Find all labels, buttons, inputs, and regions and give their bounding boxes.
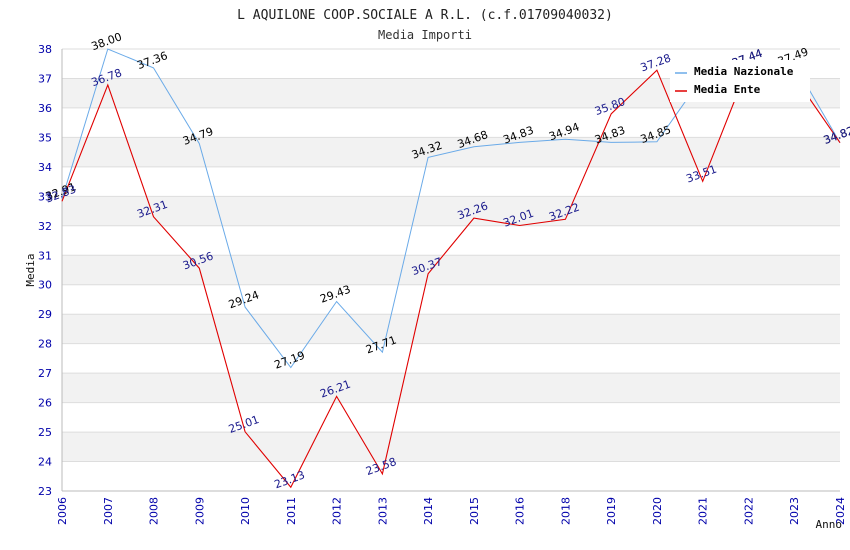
legend-label-media-nazionale: Media Nazionale — [694, 65, 794, 78]
y-tick-label: 37 — [38, 72, 52, 85]
x-tick-label: 2015 — [468, 497, 481, 525]
x-tick-label: 2018 — [559, 497, 572, 525]
y-tick-label: 34 — [38, 161, 52, 174]
data-label-media-nazionale: 29.24 — [227, 288, 261, 311]
grid-band — [62, 373, 840, 403]
y-tick-label: 30 — [38, 279, 52, 292]
x-tick-label: 2010 — [239, 497, 252, 525]
series-line-media-ente — [61, 64, 841, 489]
x-tick-label: 2009 — [193, 497, 206, 525]
legend-box — [670, 60, 810, 102]
legend-label-media-ente: Media Ente — [694, 83, 761, 96]
y-tick-label: 32 — [38, 220, 52, 233]
x-tick-label: 2019 — [605, 497, 618, 525]
y-tick-labels: 23 24 25 26 27 28 29 30 31 32 33 34 35 36 37 38 — [38, 43, 52, 498]
x-axis-label: Anno — [816, 518, 843, 531]
chart-subtitle: Media Importi — [378, 28, 472, 42]
data-label-media-nazionale: 29.43 — [318, 283, 352, 306]
grid-band — [62, 196, 840, 226]
grid-band — [62, 314, 840, 344]
legend: Media Nazionale Media Ente — [670, 60, 810, 102]
x-tick-label: 2007 — [102, 497, 115, 525]
y-tick-label: 26 — [38, 397, 52, 410]
x-tick-label: 2011 — [285, 497, 298, 525]
x-tick-label: 2006 — [56, 497, 69, 525]
x-tick-label: 2014 — [422, 497, 435, 525]
y-tick-label: 23 — [38, 485, 52, 498]
y-tick-label: 27 — [38, 367, 52, 380]
x-tick-label: 2013 — [376, 497, 389, 525]
chart-title: L AQUILONE COOP.SOCIALE A R.L. (c.f.0170… — [237, 8, 613, 23]
grid-band — [62, 432, 840, 462]
grid-bands — [62, 78, 840, 462]
x-tick-label: 2016 — [514, 497, 527, 525]
y-tick-label: 33 — [38, 190, 52, 203]
y-tick-label: 24 — [38, 456, 52, 469]
y-axis-label: Media — [24, 253, 37, 286]
data-label-media-nazionale: 27.19 — [273, 349, 307, 372]
x-tick-label: 2021 — [697, 497, 710, 525]
y-tick-label: 31 — [38, 249, 52, 262]
y-tick-label: 38 — [38, 43, 52, 56]
y-tick-label: 28 — [38, 338, 52, 351]
data-label-media-nazionale: 38.00 — [90, 30, 124, 53]
grid-band — [62, 255, 840, 285]
x-tick-label: 2020 — [651, 497, 664, 525]
x-tick-label: 2008 — [148, 497, 161, 525]
data-label-media-nazionale: 37.36 — [135, 49, 169, 72]
x-tick-label: 2023 — [788, 497, 801, 525]
grid-lines — [62, 48, 840, 492]
y-tick-label: 35 — [38, 131, 52, 144]
x-tick-label: 2024 — [834, 497, 847, 525]
y-tick-label: 29 — [38, 308, 52, 321]
x-tick-labels: 2006 2007 2008 2009 2010 2011 2012 2013 2014 2015… — [56, 497, 847, 525]
x-tick-label: 2022 — [742, 497, 755, 525]
x-tick-label: 2012 — [331, 497, 344, 525]
y-tick-label: 36 — [38, 102, 52, 115]
y-tick-label: 25 — [38, 426, 52, 439]
